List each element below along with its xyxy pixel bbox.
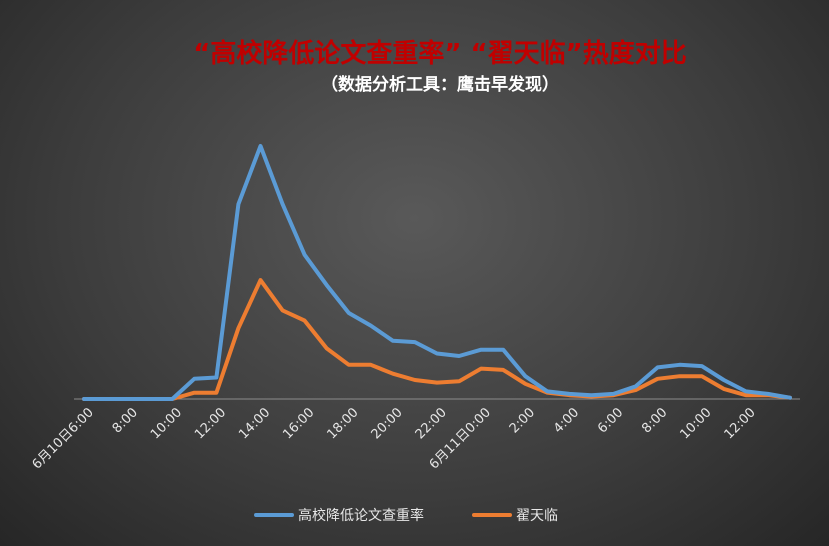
legend-label-series-1: 高校降低论文查重率 bbox=[298, 507, 424, 524]
legend: 高校降低论文查重率 翟天临 bbox=[254, 507, 558, 524]
x-tick-label: 2:00 bbox=[507, 405, 538, 436]
legend-label-series-2: 翟天临 bbox=[516, 508, 558, 524]
series-line-1 bbox=[82, 144, 792, 401]
series-line-2 bbox=[82, 278, 792, 401]
chart-title: “高校降低论文查重率” “翟天临”热度对比 bbox=[193, 38, 686, 69]
x-tick-label: 16:00 bbox=[280, 405, 317, 442]
x-tick-label: 20:00 bbox=[369, 405, 406, 442]
series-lines bbox=[82, 144, 792, 401]
x-tick-label: 8:00 bbox=[110, 405, 141, 436]
x-tick-label: 18:00 bbox=[324, 405, 361, 442]
x-tick-label: 12:00 bbox=[192, 405, 229, 442]
x-tick-labels: 6月10日6:00 8:00 10:00 12:00 14:00 16:00 18:00 20… bbox=[30, 405, 759, 472]
x-tick-label: 6:00 bbox=[595, 405, 626, 436]
x-tick-label: 8:00 bbox=[639, 405, 670, 436]
x-tick-label: 10:00 bbox=[148, 405, 185, 442]
x-tick-label: 22:00 bbox=[413, 405, 450, 442]
x-tick-label: 12:00 bbox=[722, 405, 759, 442]
x-tick-label: 4:00 bbox=[551, 405, 582, 436]
x-tick-label: 14:00 bbox=[236, 405, 273, 442]
chart-subtitle: （数据分析工具：鹰击早发现） bbox=[321, 74, 559, 95]
x-tick-label: 10:00 bbox=[677, 405, 714, 442]
x-tick-label: 6月10日6:00 bbox=[30, 405, 97, 472]
